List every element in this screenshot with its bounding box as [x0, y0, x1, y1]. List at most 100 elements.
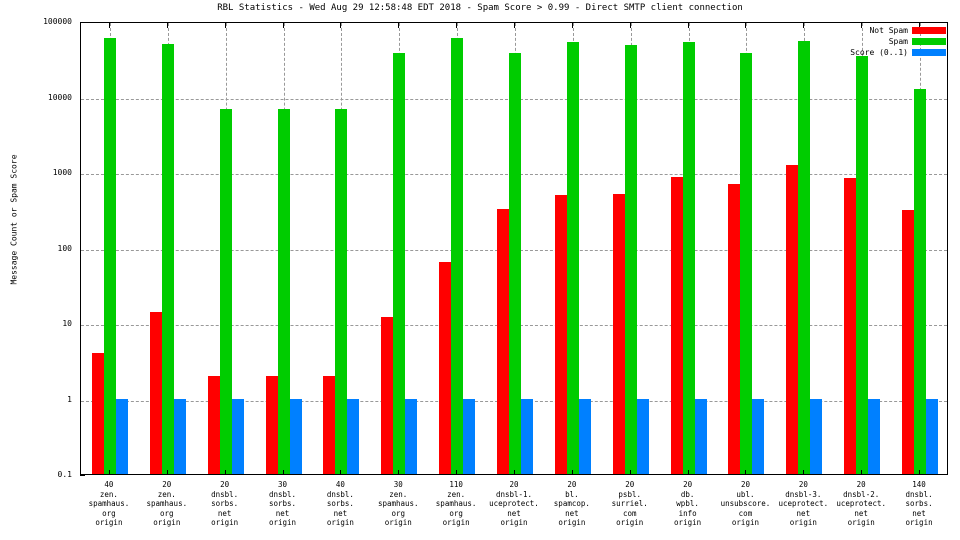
bar-group: [544, 23, 602, 474]
bar-notspam: [554, 194, 567, 474]
x-label-line: bl.: [565, 489, 579, 499]
x-label-line: origin: [847, 518, 875, 527]
x-label-line: origin: [95, 518, 123, 527]
x-label-line: zen.: [447, 489, 466, 499]
bar-score: [173, 398, 186, 474]
bar-score: [289, 398, 302, 474]
chart-title: RBL Statistics - Wed Aug 29 12:58:48 EDT…: [217, 3, 743, 13]
x-label-line: org: [160, 508, 174, 518]
x-label-line: db.: [680, 489, 695, 499]
x-axis-category-label: 20 ubl. unsubscore. com origin: [706, 480, 784, 528]
bar-score: [115, 398, 128, 474]
x-label-line: dnsbl-1.: [495, 489, 533, 499]
x-label-line: 20: [567, 480, 577, 489]
legend-item: Spam: [850, 37, 946, 46]
x-tick-mark-top: [745, 23, 747, 28]
x-label-line: origin: [616, 518, 644, 527]
x-label-line: sorbs.: [905, 499, 933, 508]
x-label-line: origin: [326, 518, 354, 527]
bar-spam: [566, 42, 579, 474]
x-label-line: sorbs.: [326, 499, 354, 508]
x-tick-mark: [224, 470, 226, 475]
x-label-line: net: [507, 508, 521, 518]
x-label-line: spamhaus.: [146, 499, 188, 508]
x-label-line: 140: [912, 480, 926, 489]
x-label-line: com: [622, 508, 637, 518]
x-label-line: uceprotect.: [836, 499, 887, 508]
x-label-line: spamhaus.: [88, 499, 130, 508]
x-label-line: dnsbl.: [268, 489, 297, 499]
x-label-line: origin: [442, 518, 470, 527]
bar-group: [428, 23, 486, 474]
x-axis-category-label: 20 dnsbl. sorbs. net origin: [186, 480, 264, 528]
x-label-line: 20: [509, 480, 519, 489]
y-axis-label: Message Count or Spam Score: [9, 154, 19, 285]
x-axis-category-label: 140 dnsbl. sorbs. net origin: [880, 480, 958, 528]
x-label-line: 20: [740, 480, 750, 489]
x-label-line: 20: [683, 480, 693, 489]
y-tick-label: 1000: [52, 168, 72, 177]
bar-notspam: [439, 261, 452, 474]
x-tick-mark: [861, 470, 863, 475]
x-label-line: info: [678, 508, 697, 518]
x-label-line: wpbl.: [676, 499, 699, 508]
legend-item: Score (0..1): [850, 48, 946, 57]
x-label-line: net: [796, 508, 811, 518]
x-tick-mark: [571, 470, 573, 475]
x-label-line: spamhaus.: [377, 499, 419, 508]
x-label-line: com: [738, 508, 753, 518]
x-label-line: 20: [798, 480, 808, 489]
x-tick-mark-top: [803, 23, 805, 28]
x-label-line: spamcop.: [553, 499, 590, 508]
bar-score: [868, 398, 881, 474]
x-tick-mark: [398, 470, 400, 475]
x-tick-mark: [456, 470, 458, 475]
bar-notspam: [786, 164, 799, 474]
bar-score: [694, 398, 707, 474]
x-label-line: origin: [153, 518, 181, 527]
bar-score: [520, 398, 533, 474]
bar-spam: [740, 52, 753, 474]
x-label-line: origin: [268, 518, 297, 527]
x-label-line: org: [449, 508, 463, 518]
x-label-line: 110: [449, 480, 463, 489]
x-tick-mark-top: [108, 23, 110, 28]
bar-notspam: [728, 184, 741, 474]
bar-group: [891, 23, 949, 474]
legend-label: Not Spam: [869, 26, 908, 35]
x-label-line: spamhaus.: [435, 499, 477, 508]
bar-notspam: [902, 210, 915, 474]
bar-group: [660, 23, 718, 474]
x-label-line: dnsbl.: [905, 489, 933, 499]
bar-group: [197, 23, 255, 474]
bar-score: [636, 398, 649, 474]
x-label-line: zen.: [157, 489, 176, 499]
x-label-line: ubl.: [736, 489, 755, 499]
bar-notspam: [149, 311, 162, 474]
x-label-line: surriel.: [611, 499, 648, 508]
x-label-line: 40: [335, 480, 345, 489]
x-label-line: 20: [220, 480, 230, 489]
bar-group: [81, 23, 139, 474]
bar-spam: [624, 45, 637, 474]
plot-area: [80, 22, 948, 475]
bar-spam: [914, 89, 927, 474]
x-tick-mark: [919, 470, 921, 475]
bar-spam: [277, 109, 290, 474]
bar-spam: [682, 42, 695, 474]
x-label-line: origin: [558, 518, 586, 527]
bar-score: [347, 398, 360, 474]
y-tick-label: 0.1: [57, 470, 72, 479]
x-label-line: org: [102, 508, 116, 518]
y-tick-mark: [80, 475, 85, 476]
legend-label: Score (0..1): [850, 48, 908, 57]
x-label-line: 40: [104, 480, 114, 489]
x-axis-category-label: 20 dnsbl-3. uceprotect. net origin: [764, 480, 842, 528]
y-tick-label: 1: [67, 394, 72, 404]
x-label-line: 20: [625, 480, 635, 489]
bar-notspam: [844, 178, 857, 474]
x-label-line: net: [565, 508, 579, 518]
x-label-line: unsubscore.: [720, 499, 771, 508]
x-label-line: uceprotect.: [778, 499, 829, 508]
bar-group: [255, 23, 313, 474]
